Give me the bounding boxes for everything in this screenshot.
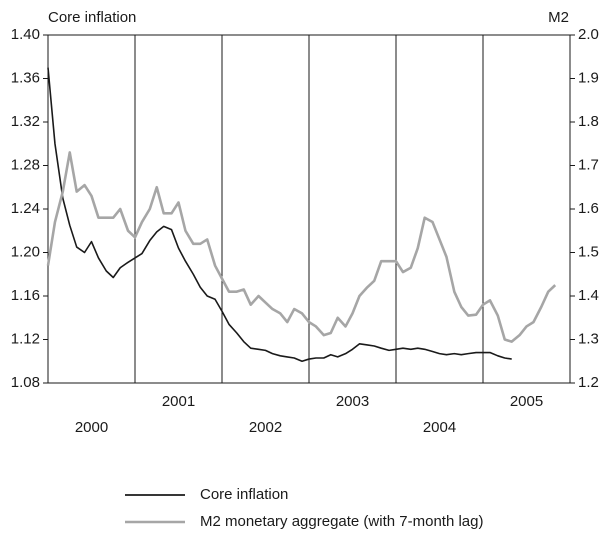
x-tick-label: 2005: [510, 393, 543, 410]
y2-axis-label: M2: [548, 9, 569, 26]
y2-tick-label: 1.3: [578, 330, 599, 347]
y2-tick-label: 1.7: [578, 156, 599, 173]
y-tick-label: 1.24: [11, 200, 40, 217]
x-tick-label: 2000: [75, 419, 108, 436]
x-tick-label: 2004: [423, 419, 456, 436]
series-line: [46, 151, 557, 343]
y2-tick-label: 2.0: [578, 26, 599, 43]
y-tick-label: 1.28: [11, 156, 40, 173]
y2-tick-label: 1.2: [578, 374, 599, 391]
y-axis-label: Core inflation: [48, 9, 136, 26]
y-tick-label: 1.36: [11, 69, 40, 86]
series-line: [47, 67, 512, 363]
legend-label: Core inflation: [200, 486, 288, 503]
y2-tick-label: 1.6: [578, 200, 599, 217]
x-tick-label: 2003: [336, 393, 369, 410]
y2-tick-label: 1.4: [578, 287, 599, 304]
y2-tick-label: 1.8: [578, 113, 599, 130]
x-tick-label: 2002: [249, 419, 282, 436]
y2-tick-label: 1.9: [578, 69, 599, 86]
y-tick-label: 1.32: [11, 113, 40, 130]
y-tick-label: 1.20: [11, 243, 40, 260]
y-tick-label: 1.12: [11, 330, 40, 347]
x-tick-label: 2001: [162, 393, 195, 410]
y-tick-label: 1.16: [11, 287, 40, 304]
y-tick-label: 1.40: [11, 26, 40, 43]
y2-tick-label: 1.5: [578, 243, 599, 260]
legend-label: M2 monetary aggregate (with 7-month lag): [200, 513, 483, 530]
y-tick-label: 1.08: [11, 374, 40, 391]
